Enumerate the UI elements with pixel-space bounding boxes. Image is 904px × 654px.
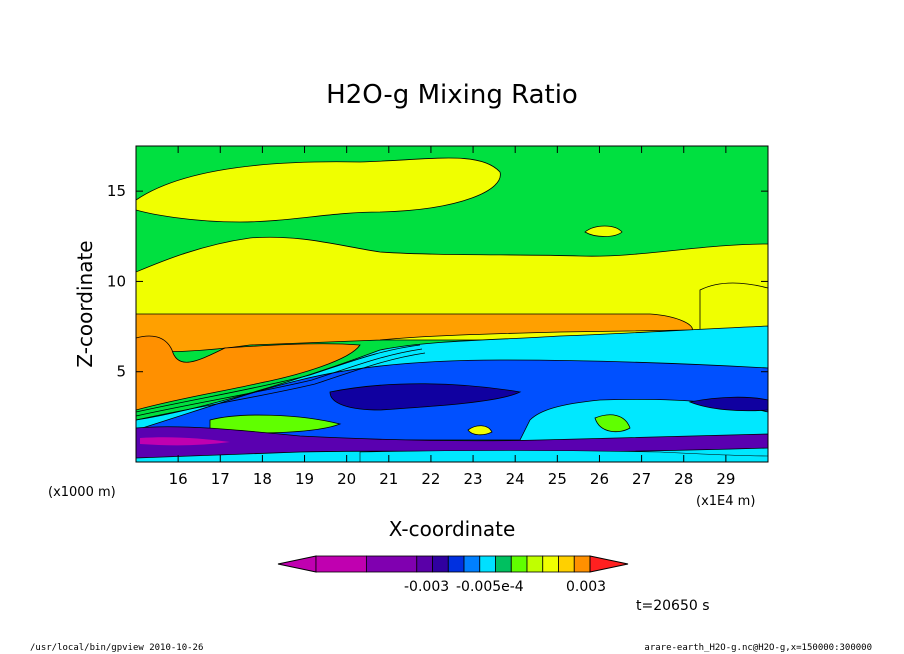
y-tick-label: 15 [107, 182, 126, 200]
contour-front-2 [136, 348, 423, 417]
x-unit-label: (x1E4 m) [696, 494, 755, 509]
colorbar [277, 555, 629, 573]
contour-front-3 [136, 352, 426, 421]
colorbar-segment [573, 555, 591, 573]
region-orange-left [136, 335, 361, 411]
y-unit-label: (x1000 m) [48, 485, 116, 500]
x-tick-label: 26 [590, 470, 609, 488]
y-axis-ticks: 5 10 15 [107, 182, 768, 381]
region-magenta-streak [140, 437, 230, 446]
colorbar-segment [510, 555, 528, 573]
x-tick-label: 29 [716, 470, 735, 488]
x-axis-ticks: 16 17 18 19 20 21 22 23 24 25 26 27 28 29 [169, 146, 735, 488]
region-purple-base [136, 426, 768, 459]
x-tick-label: 17 [211, 470, 230, 488]
region-orange-layer [136, 313, 693, 353]
x-tick-label: 16 [169, 470, 188, 488]
x-tick-label: 19 [295, 470, 314, 488]
footer-right: arare-earth_H2O-g.nc@H2O-g,x=150000:3000… [644, 643, 872, 653]
region-green-patch-right [594, 414, 631, 433]
colorbar-segment [542, 555, 559, 573]
colorbar-segment [495, 555, 512, 573]
colorbar-segment [365, 555, 418, 573]
x-axis-label: X-coordinate [389, 517, 516, 541]
x-tick-label: 28 [674, 470, 693, 488]
region-cyan-floor [359, 450, 768, 462]
colorbar-label-1: -0.003 [404, 579, 449, 595]
colorbar-label-3: 0.003 [566, 579, 606, 595]
colorbar-segment [432, 555, 449, 573]
x-tick-label: 25 [548, 470, 567, 488]
time-label: t=20650 s [636, 598, 710, 614]
contour-front [136, 344, 421, 413]
x-tick-label: 24 [506, 470, 525, 488]
x-tick-label: 22 [421, 470, 440, 488]
region-navy-core-right [688, 396, 768, 412]
colorbar-label-2: -0.005e-4 [456, 579, 524, 595]
x-tick-label: 20 [337, 470, 356, 488]
y-axis-label: Z-coordinate [73, 240, 97, 367]
colorbar-segment [558, 555, 575, 573]
colorbar-min-arrow [277, 555, 317, 573]
colorbar-max-arrow [589, 555, 629, 573]
colorbar-segment [526, 555, 544, 573]
x-tick-label: 21 [379, 470, 398, 488]
plot-area [136, 146, 768, 462]
region-yellow-speck [467, 425, 493, 436]
region-upper-yellow-blob [136, 157, 501, 223]
y-tick-label: 5 [116, 363, 126, 381]
footer-left: /usr/local/bin/gpview 2010-10-26 [30, 643, 203, 653]
region-navy-core [329, 383, 522, 411]
colorbar-segment [479, 555, 496, 573]
chart-title: H2O-g Mixing Ratio [326, 80, 578, 110]
colorbar-segment [463, 555, 481, 573]
x-tick-label: 27 [632, 470, 651, 488]
x-tick-label: 18 [253, 470, 272, 488]
plot-frame [135, 145, 769, 463]
region-small-yellow [584, 225, 623, 237]
colorbar-segment [416, 555, 433, 573]
colorbar-segment [447, 555, 465, 573]
y-tick-label: 10 [107, 272, 126, 290]
colorbar-segment [315, 555, 367, 573]
x-tick-label: 23 [464, 470, 483, 488]
